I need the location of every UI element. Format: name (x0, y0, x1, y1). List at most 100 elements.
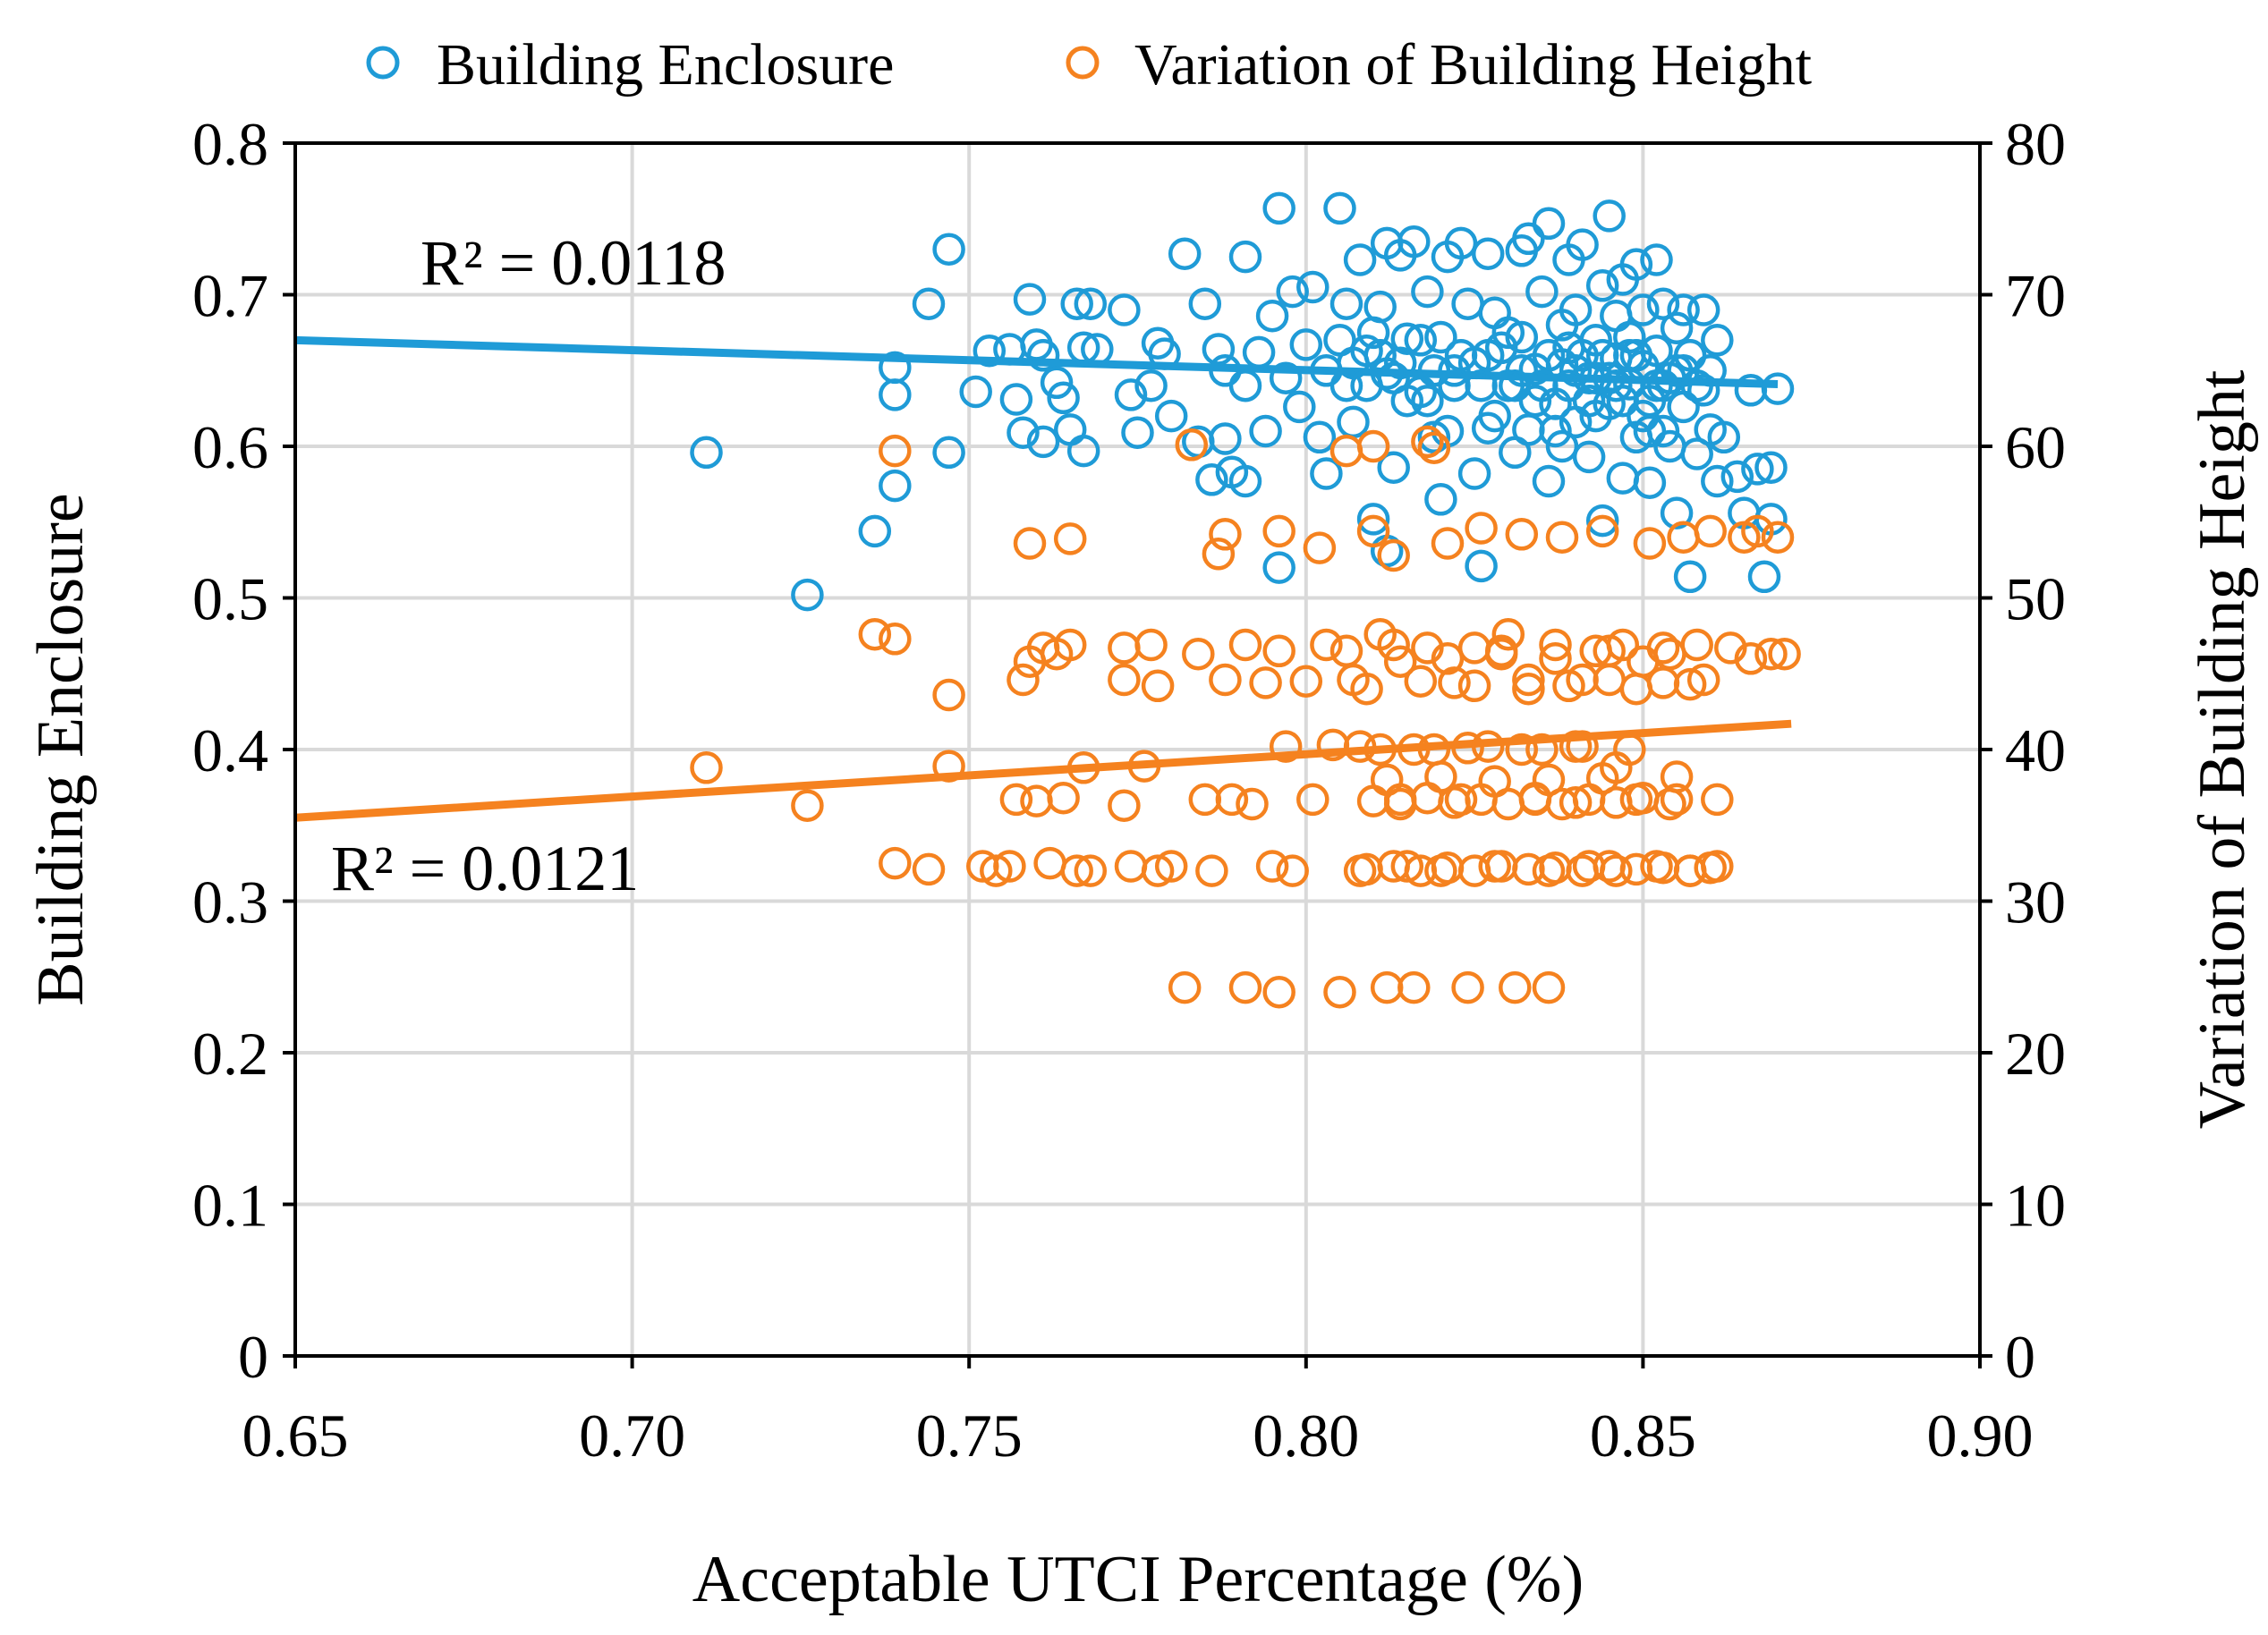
point-height (1499, 970, 1532, 1004)
point-height (1141, 669, 1175, 703)
point-height (1175, 428, 1209, 462)
point-enclosure (1754, 451, 1788, 484)
point-enclosure (1686, 374, 1720, 407)
point-height (1356, 429, 1390, 463)
point-enclosure (1600, 369, 1633, 402)
point-enclosure (1154, 399, 1188, 433)
data-points (690, 191, 1801, 1009)
x-tick-label: 0.90 (1927, 1402, 2034, 1470)
point-enclosure (1653, 429, 1686, 463)
point-height (1673, 854, 1707, 887)
point-enclosure (1296, 270, 1329, 304)
point-enclosure (1283, 390, 1316, 424)
point-enclosure (1249, 414, 1282, 448)
point-height (1491, 617, 1525, 651)
point-height (1215, 783, 1249, 817)
y-tick-label: 0.1 (192, 1172, 268, 1240)
point-enclosure (1579, 399, 1612, 433)
point-enclosure (1640, 243, 1673, 276)
point-enclosure (1397, 224, 1431, 258)
point-enclosure (879, 378, 912, 411)
point-height (1613, 733, 1646, 767)
point-enclosure (1303, 420, 1337, 454)
y-tick-label: 0.2 (192, 1020, 268, 1088)
point-height (1600, 854, 1633, 887)
point-height (1505, 518, 1539, 551)
point-enclosure (1532, 339, 1566, 372)
point-enclosure (1579, 361, 1612, 394)
point-enclosure (1209, 422, 1242, 455)
point-enclosure (1383, 346, 1417, 380)
point-height (1289, 665, 1323, 698)
point-height (879, 846, 912, 880)
point-enclosure (1060, 287, 1093, 320)
point-height (1734, 642, 1768, 675)
point-enclosure (1343, 243, 1377, 276)
point-height (1417, 431, 1451, 464)
point-height (1559, 786, 1593, 819)
point-enclosure (1619, 248, 1653, 281)
y2-tick-label: 0 (2005, 1323, 2035, 1391)
y2-tick-label: 70 (2005, 262, 2066, 330)
x-tick-label: 0.80 (1253, 1402, 1359, 1470)
point-height (1310, 628, 1343, 662)
point-enclosure (1438, 354, 1471, 387)
point-enclosure (1478, 399, 1511, 433)
y2-tick-label: 40 (2005, 716, 2066, 784)
point-height (1249, 666, 1282, 699)
point-height (1141, 854, 1175, 887)
point-enclosure (1356, 503, 1390, 536)
point-enclosure (1499, 369, 1532, 402)
point-height (1255, 850, 1289, 883)
point-enclosure (1585, 269, 1619, 302)
point-enclosure (1701, 464, 1734, 498)
point-height (1653, 787, 1686, 821)
point-height (1127, 750, 1161, 783)
point-enclosure (1552, 331, 1585, 365)
y-tick-label: 0.8 (192, 110, 268, 178)
point-enclosure (932, 436, 965, 470)
x-tick-label: 0.65 (242, 1402, 349, 1470)
point-enclosure (1720, 460, 1754, 494)
point-enclosure (1121, 416, 1154, 449)
point-enclosure (1390, 322, 1424, 355)
point-height (1431, 642, 1465, 675)
point-height (858, 617, 892, 651)
point-height (1397, 970, 1431, 1004)
point-height (1154, 850, 1188, 883)
point-height (1168, 970, 1202, 1004)
point-enclosure (1289, 328, 1323, 361)
x-tick-label: 0.85 (1590, 1402, 1696, 1470)
point-enclosure (1329, 287, 1363, 320)
legend-marker-height (1066, 46, 1100, 80)
point-height (1714, 631, 1747, 665)
y-tick-label: 0 (238, 1323, 268, 1391)
point-height (1512, 672, 1545, 706)
point-height (1484, 634, 1518, 668)
point-enclosure (1701, 324, 1734, 357)
point-enclosure (1471, 339, 1505, 372)
point-height (1566, 663, 1599, 697)
point-enclosure (1660, 311, 1694, 345)
point-enclosure (1444, 226, 1478, 260)
point-height (1296, 783, 1329, 817)
point-height (1559, 730, 1593, 763)
point-enclosure (1202, 333, 1236, 366)
point-height (1525, 733, 1559, 767)
point-height (1356, 514, 1390, 548)
point-enclosure (1411, 275, 1444, 309)
point-enclosure (1026, 339, 1060, 372)
point-height (1619, 672, 1653, 706)
y-tick-label: 0.4 (192, 716, 268, 784)
point-height (1209, 663, 1242, 697)
point-height (1047, 781, 1080, 815)
point-enclosure (1255, 299, 1289, 333)
point-enclosure (932, 233, 965, 266)
point-height (1074, 854, 1108, 887)
point-height (1350, 672, 1383, 706)
point-height (879, 623, 912, 656)
point-height (1512, 663, 1545, 697)
point-enclosure (959, 375, 992, 409)
point-enclosure (1047, 381, 1080, 415)
